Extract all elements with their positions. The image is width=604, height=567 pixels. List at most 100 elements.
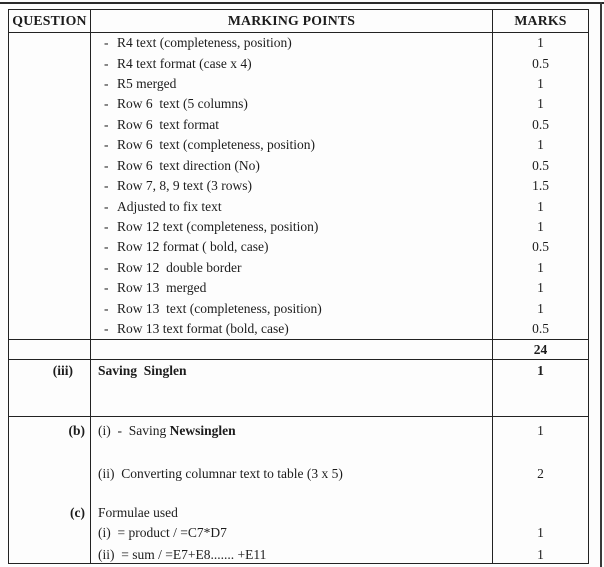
marking-point-text: Row 6 text format bbox=[117, 116, 219, 132]
question-cell-empty bbox=[9, 53, 91, 74]
question-cell-empty bbox=[9, 340, 91, 360]
marking-point-text: Row 12 double border bbox=[117, 259, 242, 275]
marking-row: - Row 6 text direction (No) 0.5 bbox=[9, 155, 588, 176]
marking-point-text: Row 13 text (completeness, position) bbox=[117, 300, 322, 316]
header-question: QUESTION bbox=[9, 10, 91, 32]
dash-bullet: - bbox=[104, 259, 109, 275]
total-marks-value: 24 bbox=[533, 341, 548, 357]
marking-point-cell: - R4 text format (case x 4) bbox=[91, 53, 493, 74]
marking-point-text: Row 13 text format (bold, case) bbox=[117, 321, 289, 337]
mark-value: 0.5 bbox=[532, 321, 549, 337]
mark-cell: 0.5 bbox=[493, 115, 588, 135]
marking-point-cell: - R5 merged bbox=[91, 73, 493, 95]
mark-cell: 1 bbox=[493, 217, 588, 237]
section-c-item1-text: (i) = product / =C7*D7 bbox=[91, 523, 493, 544]
section-c-item2-row: (ii) = sum / =E7+E8....... +E11 1 bbox=[9, 544, 588, 563]
marking-point-cell: - Row 6 text direction (No) bbox=[91, 155, 493, 176]
sections-b-c-block: (b) (i) - Saving Newsinglen 1 (ii) Conve… bbox=[9, 417, 588, 563]
section-b-item2-text: (ii) Converting columnar text to table (… bbox=[91, 459, 493, 501]
section-b-item2-label: (ii) Converting columnar text to table (… bbox=[98, 466, 343, 481]
section-c-item1-formula: (i) = product / =C7*D7 bbox=[98, 525, 227, 540]
marking-point-text: Row 13 merged bbox=[117, 280, 207, 296]
mark-value: 0.5 bbox=[532, 157, 549, 173]
marking-row: - Row 12 text (completeness, position) 1 bbox=[9, 216, 588, 238]
section-iii-row: (iii) Saving Singlen 1 bbox=[9, 360, 588, 417]
question-cell-empty bbox=[9, 175, 91, 197]
marking-row: - Row 12 double border 1 bbox=[9, 257, 588, 279]
marking-point-text: Row 6 text (completeness, position) bbox=[117, 137, 315, 153]
dash-bullet: - bbox=[104, 198, 109, 214]
mark-cell-empty bbox=[493, 501, 588, 523]
dash-bullet: - bbox=[104, 239, 109, 255]
mark-value: 1.5 bbox=[532, 178, 549, 194]
dash-bullet: - bbox=[104, 76, 109, 91]
question-cell-empty bbox=[9, 216, 91, 238]
section-c-item1-row: (i) = product / =C7*D7 1 bbox=[9, 523, 588, 544]
marking-row: - Row 6 text (5 columns) 1 bbox=[9, 94, 588, 115]
marking-scheme-table: QUESTION MARKING POINTS MARKS - R4 text … bbox=[8, 9, 589, 564]
dash-bullet: - bbox=[104, 137, 109, 153]
marking-point-text: Adjusted to fix text bbox=[117, 198, 222, 214]
marking-point-cell: - Row 13 merged bbox=[91, 278, 493, 299]
section-c-item2-text: (ii) = sum / =E7+E8....... +E11 bbox=[91, 544, 493, 563]
marking-row: - R5 merged 1 bbox=[9, 73, 588, 95]
total-row: 24 bbox=[9, 340, 588, 361]
mark-cell: 0.5 bbox=[493, 53, 588, 73]
question-cell-empty bbox=[9, 523, 91, 544]
marking-row: - Row 13 text (completeness, position) 1 bbox=[9, 298, 588, 319]
section-b-item1-lead: (i) - Saving bbox=[98, 423, 170, 438]
marking-point-cell-empty bbox=[91, 340, 493, 360]
section-c-heading: Formulae used bbox=[91, 501, 493, 523]
question-cell-empty bbox=[9, 94, 91, 115]
header-marks: MARKS bbox=[514, 12, 567, 28]
marking-point-cell: - Row 13 text (completeness, position) bbox=[91, 298, 493, 319]
dash-bullet: - bbox=[104, 280, 109, 296]
question-cell-empty bbox=[9, 237, 91, 258]
dash-bullet: - bbox=[104, 96, 109, 112]
section-c-heading-row: (c) Formulae used bbox=[9, 501, 588, 523]
mark-value: 1 bbox=[537, 280, 544, 296]
page-right-edge-rule bbox=[600, 2, 602, 567]
mark-value: 1 bbox=[537, 96, 544, 112]
question-cell-empty bbox=[9, 318, 91, 340]
marking-points-block: - R4 text (completeness, position) 1 - R… bbox=[9, 32, 588, 341]
section-b-item1-text: (i) - Saving Newsinglen bbox=[91, 417, 493, 459]
section-b-item2-row: (ii) Converting columnar text to table (… bbox=[9, 459, 588, 501]
marking-point-cell: - Row 13 text format (bold, case) bbox=[91, 318, 493, 340]
dash-bullet: - bbox=[104, 55, 109, 71]
section-c-item2-mark: 1 bbox=[537, 547, 544, 562]
mark-cell: 1 bbox=[493, 33, 588, 53]
section-c-label: (c) bbox=[9, 501, 91, 523]
marking-point-cell: - R4 text (completeness, position) bbox=[91, 32, 493, 54]
marking-row: - Row 7, 8, 9 text (3 rows) 1.5 bbox=[9, 175, 588, 197]
dash-bullet: - bbox=[104, 321, 109, 337]
question-cell-empty bbox=[9, 278, 91, 299]
marking-point-cell: - Row 12 text (completeness, position) bbox=[91, 216, 493, 238]
mark-cell: 1 bbox=[493, 258, 588, 278]
marking-row: - Row 6 text (completeness, position) 1 bbox=[9, 135, 588, 156]
marking-row: - Row 13 text format (bold, case) 0.5 bbox=[9, 318, 588, 340]
mark-value: 1 bbox=[537, 300, 544, 316]
question-cell-empty bbox=[9, 459, 91, 501]
header-marking-points: MARKING POINTS bbox=[91, 10, 493, 32]
question-cell-empty bbox=[9, 73, 91, 95]
marking-point-cell: - Adjusted to fix text bbox=[91, 196, 493, 217]
marking-point-text: Row 6 text (5 columns) bbox=[117, 96, 248, 112]
mark-cell: 1 bbox=[493, 135, 588, 155]
question-cell-empty bbox=[9, 32, 91, 54]
dash-bullet: - bbox=[104, 300, 109, 316]
mark-value: 1 bbox=[537, 259, 544, 275]
question-cell-empty bbox=[9, 544, 91, 563]
marking-row: - Row 13 merged 1 bbox=[9, 278, 588, 299]
marking-point-text: Row 6 text direction (No) bbox=[117, 157, 260, 173]
question-cell-empty bbox=[9, 196, 91, 217]
mark-value: 1 bbox=[537, 198, 544, 214]
question-cell-empty bbox=[9, 257, 91, 279]
section-iii-label: (iii) bbox=[9, 360, 91, 416]
section-c-item1-mark: 1 bbox=[537, 525, 544, 540]
section-b-item1-row: (b) (i) - Saving Newsinglen 1 bbox=[9, 417, 588, 459]
marking-point-cell: - Row 6 text (5 columns) bbox=[91, 94, 493, 115]
marking-point-text: R5 merged bbox=[117, 76, 177, 91]
dash-bullet: - bbox=[104, 178, 109, 194]
mark-value: 1 bbox=[537, 35, 544, 51]
